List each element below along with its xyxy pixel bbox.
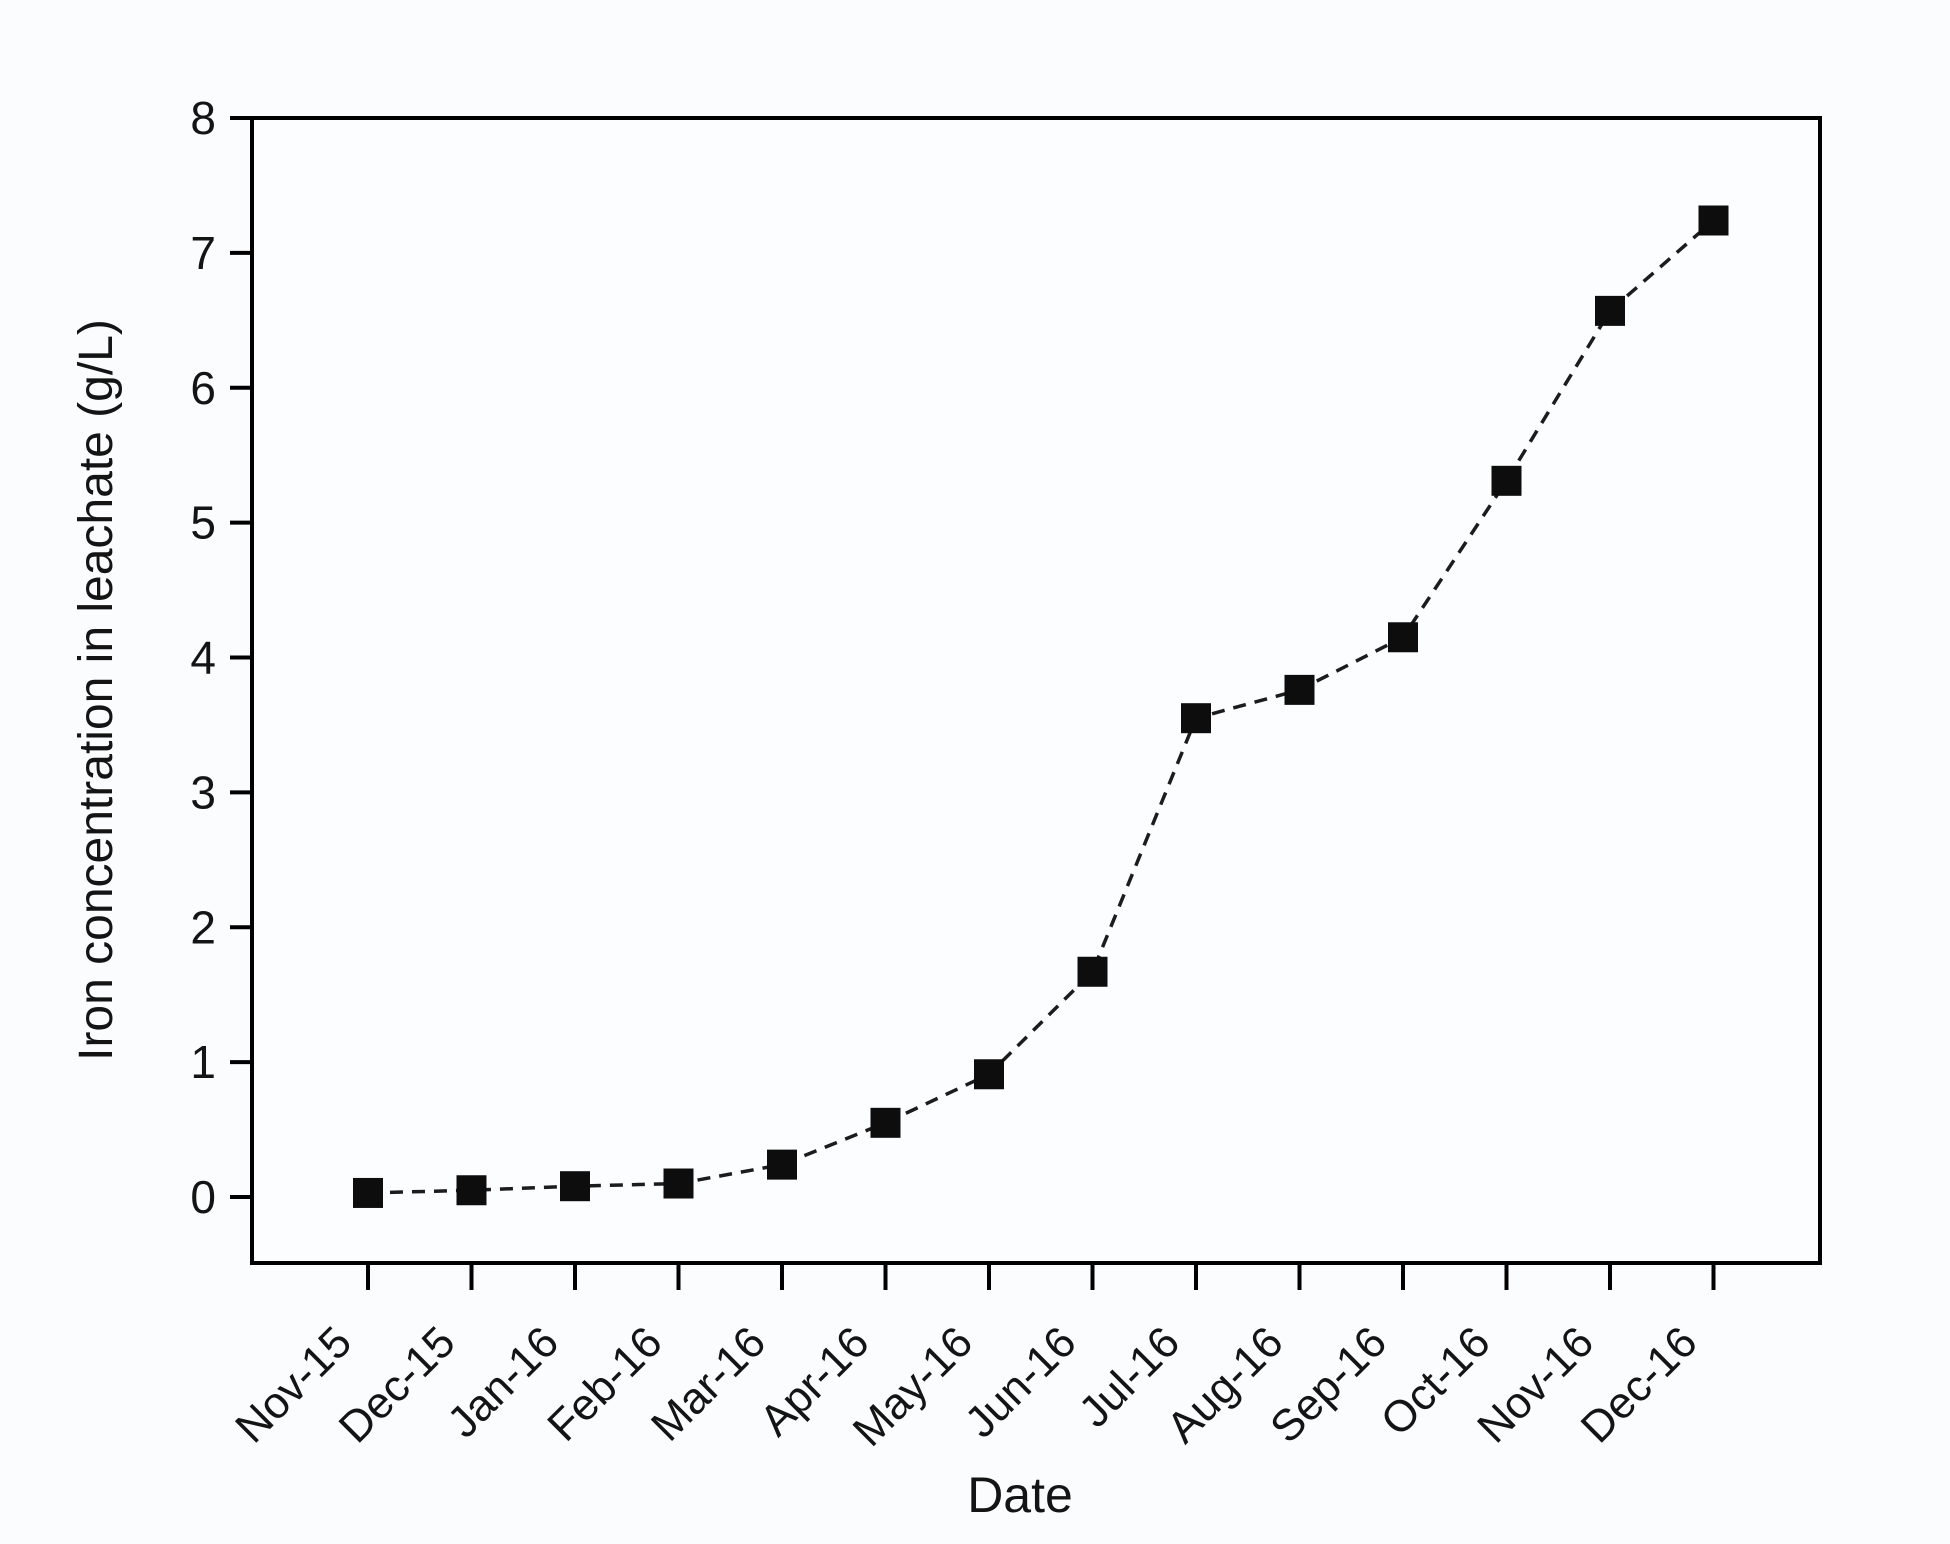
y-tick-label: 8	[190, 92, 216, 144]
data-point-marker	[663, 1168, 694, 1199]
data-point-marker	[1284, 674, 1315, 705]
y-tick-label: 2	[190, 901, 216, 953]
data-point-marker	[870, 1107, 901, 1138]
data-point-marker	[1698, 205, 1729, 236]
x-tick-label: Jan-16	[438, 1317, 568, 1447]
plot-area	[252, 118, 1820, 1263]
data-point-marker	[456, 1175, 487, 1206]
x-tick-label: Jun-16	[956, 1317, 1086, 1447]
y-tick-label: 5	[190, 497, 216, 549]
data-point-marker	[1077, 956, 1108, 987]
data-point-marker	[974, 1059, 1004, 1090]
x-tick-label: Sep-16	[1261, 1317, 1396, 1452]
x-tick-label: Feb-16	[538, 1317, 671, 1450]
data-series	[353, 205, 1729, 1208]
x-axis-title: Date	[967, 1467, 1073, 1523]
y-tick-label: 3	[190, 766, 216, 818]
x-tick-label: Nov-16	[1468, 1317, 1603, 1452]
y-tick-label: 1	[190, 1036, 216, 1088]
y-tick-label: 0	[190, 1171, 216, 1223]
plot-frame	[250, 116, 1822, 1265]
series-line	[367, 219, 1715, 1195]
data-point-marker	[353, 1177, 383, 1208]
y-axis-title: Iron concentration in leachate (g/L)	[70, 319, 123, 1061]
data-point-marker	[1491, 465, 1522, 496]
data-point-marker	[1595, 295, 1625, 326]
data-point-marker	[767, 1149, 797, 1180]
x-tick-label: Dec-16	[1572, 1317, 1707, 1452]
x-tick-label: Aug-16	[1158, 1317, 1293, 1452]
y-tick-label: 6	[190, 362, 216, 414]
y-tick-label: 4	[190, 632, 216, 684]
y-tick-label: 7	[190, 227, 216, 279]
x-tick-label: Mar-16	[642, 1317, 775, 1450]
x-tick-label: Dec-15	[330, 1317, 465, 1452]
data-point-marker	[1181, 703, 1211, 734]
data-point-marker	[1388, 622, 1418, 653]
x-tick-label: Nov-15	[226, 1317, 361, 1452]
y-axis-ticks: 0 1 2 3 4 5 6 7 8	[190, 92, 252, 1223]
x-axis-ticks: Nov-15Dec-15Jan-16Feb-16Mar-16Apr-16May-…	[226, 1263, 1716, 1456]
data-point-marker	[560, 1171, 590, 1202]
